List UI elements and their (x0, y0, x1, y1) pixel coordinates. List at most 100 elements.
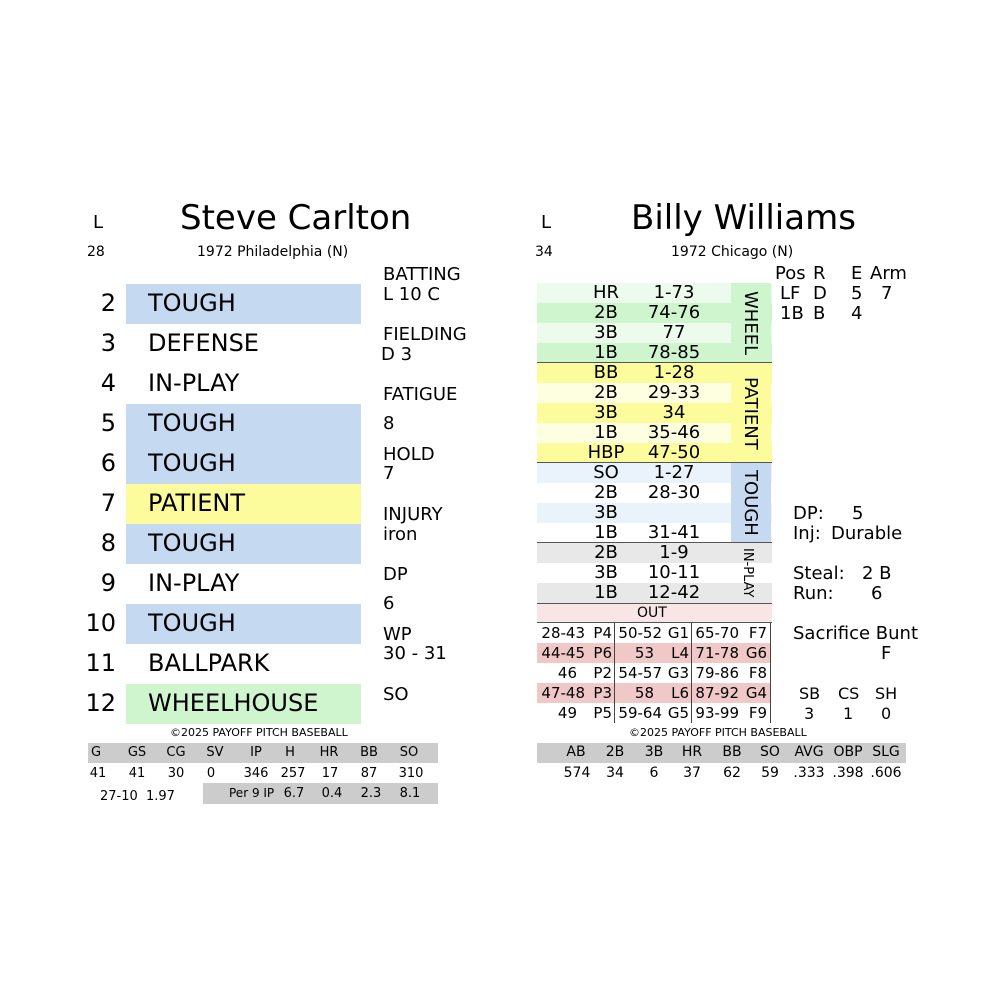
result-number: 7 (100, 489, 116, 517)
stat-header: HR (681, 744, 703, 760)
result-range: 12-42 (647, 582, 701, 603)
stat-header: AVG (794, 744, 824, 760)
result-range: 47-50 (647, 442, 701, 463)
result-range: 1-9 (659, 542, 689, 563)
stat-header: G (90, 745, 102, 760)
tough-tag: TOUGH (740, 470, 761, 536)
out-code: P3 (593, 684, 612, 702)
result-range: 34 (662, 402, 686, 423)
result-band-7 (126, 484, 361, 524)
fielding-error: 5 (851, 283, 863, 304)
out-range: 71-78 (695, 644, 739, 662)
sh-header: SH (875, 684, 898, 703)
cs-value: 1 (843, 704, 854, 723)
section-divider (537, 542, 772, 543)
result-label: PATIENT (148, 489, 246, 517)
batter-team: 1972 Chicago (N) (671, 244, 794, 260)
fielding-header: Arm (870, 263, 907, 284)
out-col-divider (770, 623, 771, 723)
result-type: 2B (594, 542, 618, 563)
result-type: BB (593, 362, 619, 383)
result-range: 78-85 (647, 342, 701, 363)
patient-band (537, 443, 772, 463)
tough-tag-box (731, 463, 771, 543)
out-range: 59-64 (618, 704, 662, 722)
result-number: 5 (100, 409, 116, 437)
stat-value: 59 (761, 765, 779, 781)
dp-value: 5 (852, 503, 864, 524)
fielding-range: B (813, 303, 826, 324)
per9-value: 6.7 (283, 786, 305, 801)
out-range: 44-45 (541, 644, 585, 662)
stat-value: 346 (243, 766, 269, 781)
out-range: 93-99 (695, 704, 739, 722)
pitcher-record: 27-10 (100, 789, 138, 804)
result-range: 35-46 (647, 422, 701, 443)
result-range: 10-11 (647, 562, 701, 583)
out-code: P6 (593, 644, 612, 662)
wheel-band (537, 343, 772, 363)
result-band-6 (126, 444, 361, 484)
result-type: 2B (594, 382, 618, 403)
so-label: SO (383, 684, 409, 705)
stat-value: .333 (793, 765, 825, 781)
out-code: L4 (671, 644, 689, 662)
stat-value: 574 (563, 765, 591, 781)
fielding-pos: 1B (780, 303, 804, 324)
wheel-tag-box (731, 283, 771, 363)
result-number: 9 (100, 569, 116, 597)
out-range: 87-92 (695, 684, 739, 702)
out-range: 28-43 (541, 624, 585, 642)
stat-value: 62 (723, 765, 741, 781)
stat-value: 37 (683, 765, 701, 781)
result-label: TOUGH (148, 449, 236, 477)
batter-name: Billy Williams (631, 198, 856, 238)
stat-header: H (285, 745, 295, 760)
out-range: 54-57 (618, 664, 662, 682)
stat-value: 17 (321, 766, 339, 781)
fielding-label: FIELDING (383, 324, 467, 345)
inplay-band (537, 583, 772, 603)
section-divider (537, 362, 772, 363)
result-band-10 (126, 604, 361, 644)
stat-value: 257 (280, 766, 306, 781)
result-type: 3B (594, 322, 618, 343)
out-code: G6 (745, 644, 767, 662)
patient-band (537, 383, 772, 403)
out-label: OUT (637, 605, 667, 621)
patient-tag: PATIENT (740, 376, 761, 450)
out-range: 47-48 (541, 684, 585, 702)
out-range: 65-70 (695, 624, 739, 642)
per9-label: Per 9 IP (229, 786, 275, 800)
result-type: HR (592, 282, 620, 303)
stat-header: SLG (872, 744, 900, 760)
result-range: 29-33 (647, 382, 701, 403)
out-code: G4 (745, 684, 767, 702)
out-code: G5 (667, 704, 689, 722)
result-number: 8 (100, 529, 116, 557)
out-code: P4 (593, 624, 612, 642)
fielding-header: Pos (775, 263, 806, 284)
result-type: 2B (594, 482, 618, 503)
sac-bunt-value: F (881, 643, 892, 664)
per9-value: 2.3 (360, 786, 382, 801)
inj-label: Inj: (793, 523, 821, 544)
wheel-band (537, 323, 772, 343)
patient-band (537, 403, 772, 423)
patient-tag-box (731, 363, 771, 463)
result-number: 10 (85, 609, 116, 637)
out-range: 46 (557, 664, 577, 682)
result-label: TOUGH (148, 289, 236, 317)
result-number: 11 (85, 649, 116, 677)
result-band-2 (126, 284, 361, 324)
pitcher-name: Steve Carlton (180, 198, 412, 238)
result-number: 4 (100, 369, 116, 397)
pitcher-copyright: ©2025 PAYOFF PITCH BASEBALL (170, 726, 348, 739)
stat-header: 3B (644, 744, 664, 760)
dp-value: 6 (383, 593, 395, 614)
fatigue-value: 8 (383, 413, 395, 434)
section-divider (537, 462, 772, 463)
sac-bunt-label: Sacrifice Bunt (793, 623, 919, 644)
out-range: 79-86 (695, 664, 739, 682)
result-label: IN-PLAY (148, 369, 240, 397)
